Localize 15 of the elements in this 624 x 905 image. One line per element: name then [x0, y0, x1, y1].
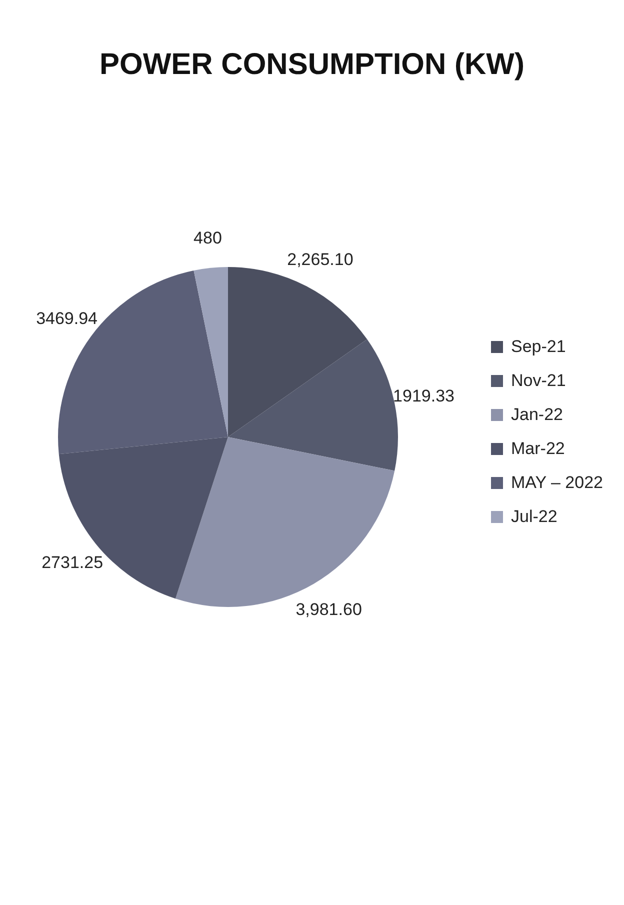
chart-title: POWER CONSUMPTION (KW)	[98, 47, 526, 83]
pie-slice	[228, 267, 368, 437]
pie-slice	[194, 267, 228, 437]
data-label: 3469.94	[36, 309, 98, 328]
legend-label: Mar-22	[511, 438, 565, 460]
legend-label: Jan-22	[511, 404, 563, 426]
data-label: 480	[194, 228, 222, 248]
legend-label: Sep-21	[511, 336, 566, 358]
data-label: 2731.25	[42, 553, 104, 572]
legend-label: Nov-21	[511, 370, 566, 392]
legend-label: Jul-22	[511, 506, 558, 528]
data-label: 3,981.60	[296, 600, 362, 620]
data-label: 1919.33	[393, 386, 454, 406]
legend-label: MAY – 2022	[511, 472, 603, 494]
data-label: 2,265.10	[287, 250, 354, 270]
